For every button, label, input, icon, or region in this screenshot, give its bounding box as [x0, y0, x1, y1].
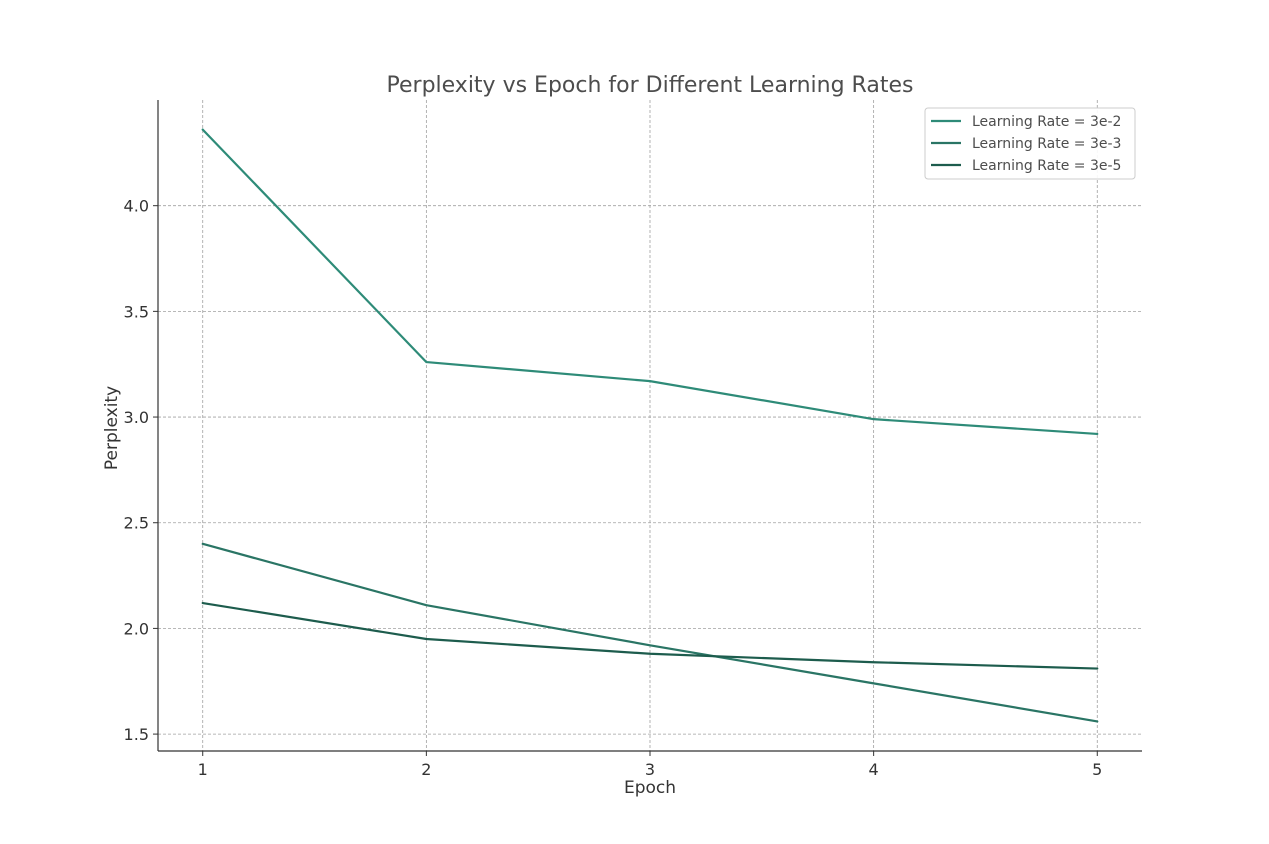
legend-box: [924, 107, 1136, 180]
x-tick-label: 4: [869, 760, 879, 779]
y-tick-label: 4.0: [124, 197, 149, 216]
legend: Learning Rate = 3e-2 Learning Rate = 3e-3…: [924, 107, 1136, 180]
ticks-layer: 1 2 3 4 5 1.5 2.0 2.5 3.0 3.5 4.0: [124, 197, 1103, 779]
legend-entries: Learning Rate = 3e-2 Learning Rate = 3e-3…: [931, 114, 1121, 174]
y-tick-label: 2.0: [124, 619, 149, 638]
legend-label-3: Learning Rate = 3e-5: [972, 158, 1121, 174]
x-tick-label: 1: [198, 760, 208, 779]
x-tick-label: 2: [421, 760, 431, 779]
x-axis-label: Epoch: [624, 778, 676, 798]
y-axis-label: Perplexity: [102, 386, 122, 470]
series-line-3: [201, 601, 1099, 670]
x-tick-label: 5: [1092, 760, 1102, 779]
series-line-1: [201, 128, 1099, 436]
legend-label-1: Learning Rate = 3e-2: [972, 114, 1121, 130]
series-line-2: [201, 542, 1099, 723]
chart-title: Perplexity vs Epoch for Different Learni…: [387, 73, 914, 98]
y-tick-label: 1.5: [124, 725, 149, 744]
y-tick-label: 2.5: [124, 514, 149, 533]
y-tick-label: 3.5: [124, 302, 149, 321]
legend-label-2: Learning Rate = 3e-3: [972, 136, 1121, 152]
x-tick-label: 3: [645, 760, 655, 779]
series-layer: [201, 128, 1099, 723]
y-tick-label: 3.0: [124, 408, 149, 427]
grid-layer: [158, 100, 1142, 751]
